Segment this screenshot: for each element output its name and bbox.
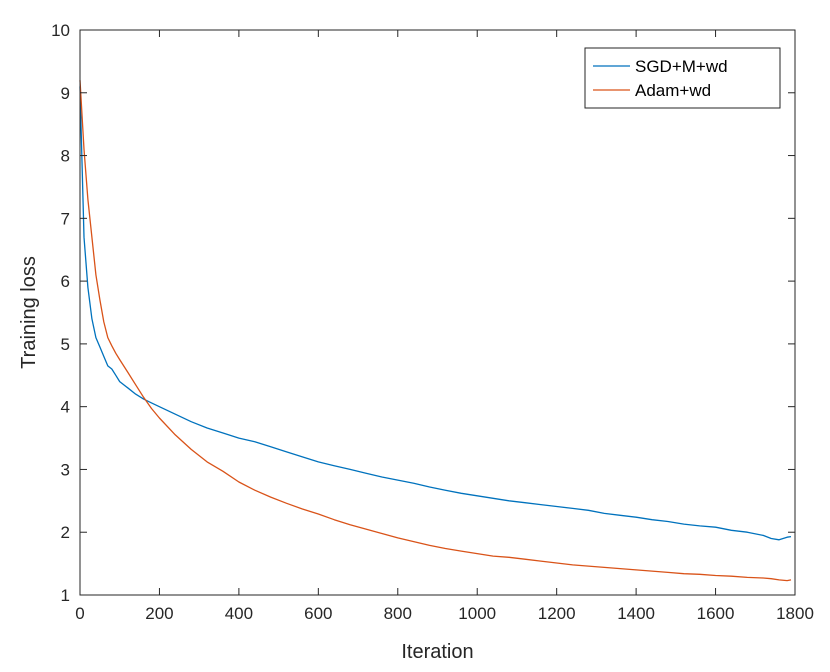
x-tick-label: 1800 <box>776 604 814 623</box>
x-tick-label: 1400 <box>617 604 655 623</box>
y-tick-label: 4 <box>61 398 70 417</box>
y-tick-label: 6 <box>61 272 70 291</box>
series-line-sgd <box>79 86 792 541</box>
x-axis: 0 200 400 600 800 1000 1200 1400 1600 1800 <box>75 30 814 623</box>
y-tick-label: 3 <box>61 460 70 479</box>
legend-box <box>584 47 781 109</box>
x-tick-label: 600 <box>304 604 332 623</box>
y-tick-label: 9 <box>61 84 70 103</box>
x-tick-label: 200 <box>145 604 173 623</box>
y-axis: 1 2 3 4 5 6 7 8 9 10 <box>51 21 795 605</box>
x-tick-label: 0 <box>75 604 84 623</box>
legend: SGD+M+wd Adam+wd <box>584 47 781 109</box>
y-tick-label: 7 <box>61 209 70 228</box>
y-tick-label: 1 <box>61 586 70 605</box>
x-tick-label: 800 <box>384 604 412 623</box>
y-tick-label: 2 <box>61 523 70 542</box>
plot-background <box>80 30 795 595</box>
y-tick-label: 8 <box>61 147 70 166</box>
x-tick-label: 1000 <box>458 604 496 623</box>
y-axis-label: Training loss <box>18 256 40 369</box>
series-line-adam <box>79 80 792 582</box>
legend-label-adam: Adam+wd <box>635 81 711 100</box>
axes-box <box>79 29 796 596</box>
legend-label-sgd: SGD+M+wd <box>635 57 728 76</box>
x-tick-label: 1200 <box>538 604 576 623</box>
plot-area <box>79 29 796 596</box>
x-tick-label: 400 <box>225 604 253 623</box>
y-tick-label: 10 <box>51 21 70 40</box>
series-layer <box>79 80 792 582</box>
x-axis-label: Iteration <box>401 641 473 663</box>
x-tick-label: 1600 <box>697 604 735 623</box>
y-tick-label: 5 <box>61 335 70 354</box>
